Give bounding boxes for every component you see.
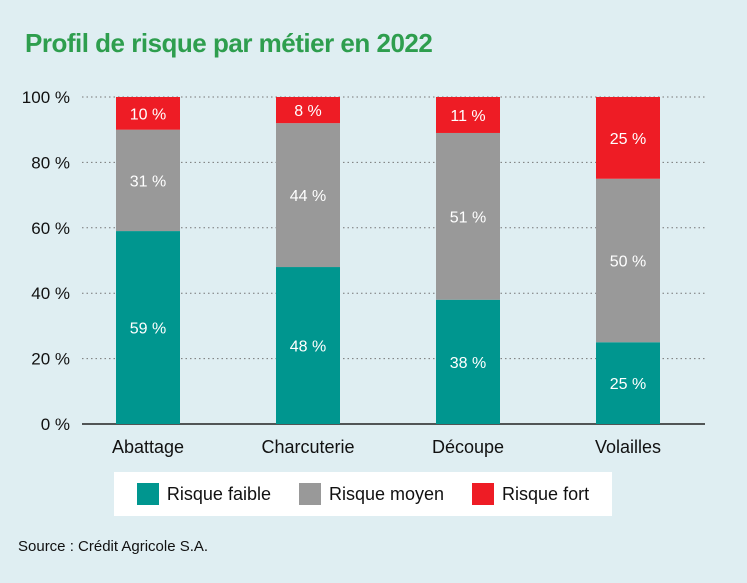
legend-swatch [298,483,321,505]
source-note: Source : Crédit Agricole S.A. [18,538,209,555]
y-tick-label: 80 % [31,153,70,172]
x-tick-label: Volailles [595,437,661,457]
data-label: 31 % [130,173,166,190]
legend-item: Risque faible [136,483,271,505]
data-label: 59 % [130,321,166,338]
data-label: 50 % [610,254,646,271]
x-tick-label: Découpe [432,437,504,457]
legend-swatch [136,483,159,505]
bar-segment [436,299,500,424]
data-label: 10 % [130,106,166,123]
bar-segment [116,231,180,424]
x-tick-label: Abattage [112,437,184,457]
bar-segment [596,342,660,424]
bar-segment [116,97,180,130]
data-label: 25 % [610,131,646,148]
legend-item: Risque moyen [298,483,445,505]
bar-segment [436,97,500,133]
y-tick-label: 0 % [41,415,70,434]
chart-legend: Risque faible Risque moyen Risque fort [114,472,612,516]
data-label: 44 % [290,188,326,205]
y-tick-label: 20 % [31,350,70,369]
bar-segment [436,132,500,300]
y-tick-label: 100 % [22,88,70,107]
data-label: 8 % [294,103,322,120]
legend-label: Risque fort [502,483,590,504]
bar-segment [596,178,660,343]
chart-title: Profil de risque par métier en 2022 [25,28,433,58]
y-tick-label: 60 % [31,219,70,238]
data-label: 38 % [450,355,486,372]
bar-segment [276,123,340,268]
bar-segment [276,97,340,124]
data-label: 51 % [450,209,486,226]
y-tick-label: 40 % [31,284,70,303]
x-tick-label: Charcuterie [261,437,354,457]
data-label: 25 % [610,376,646,393]
legend-label: Risque faible [166,483,271,504]
legend-label: Risque moyen [328,483,445,504]
legend-swatch [472,483,495,505]
bar-segment [596,97,660,179]
legend-item: Risque fort [472,483,589,505]
data-label: 11 % [450,108,485,125]
data-label: 48 % [290,339,326,356]
stacked-bar-chart: 0 % 20 % 40 % 60 % 80 % 100 % 59 % 31 % 10 % Abat… [22,88,705,457]
bar-segment [116,129,180,232]
bar-segment [276,267,340,424]
